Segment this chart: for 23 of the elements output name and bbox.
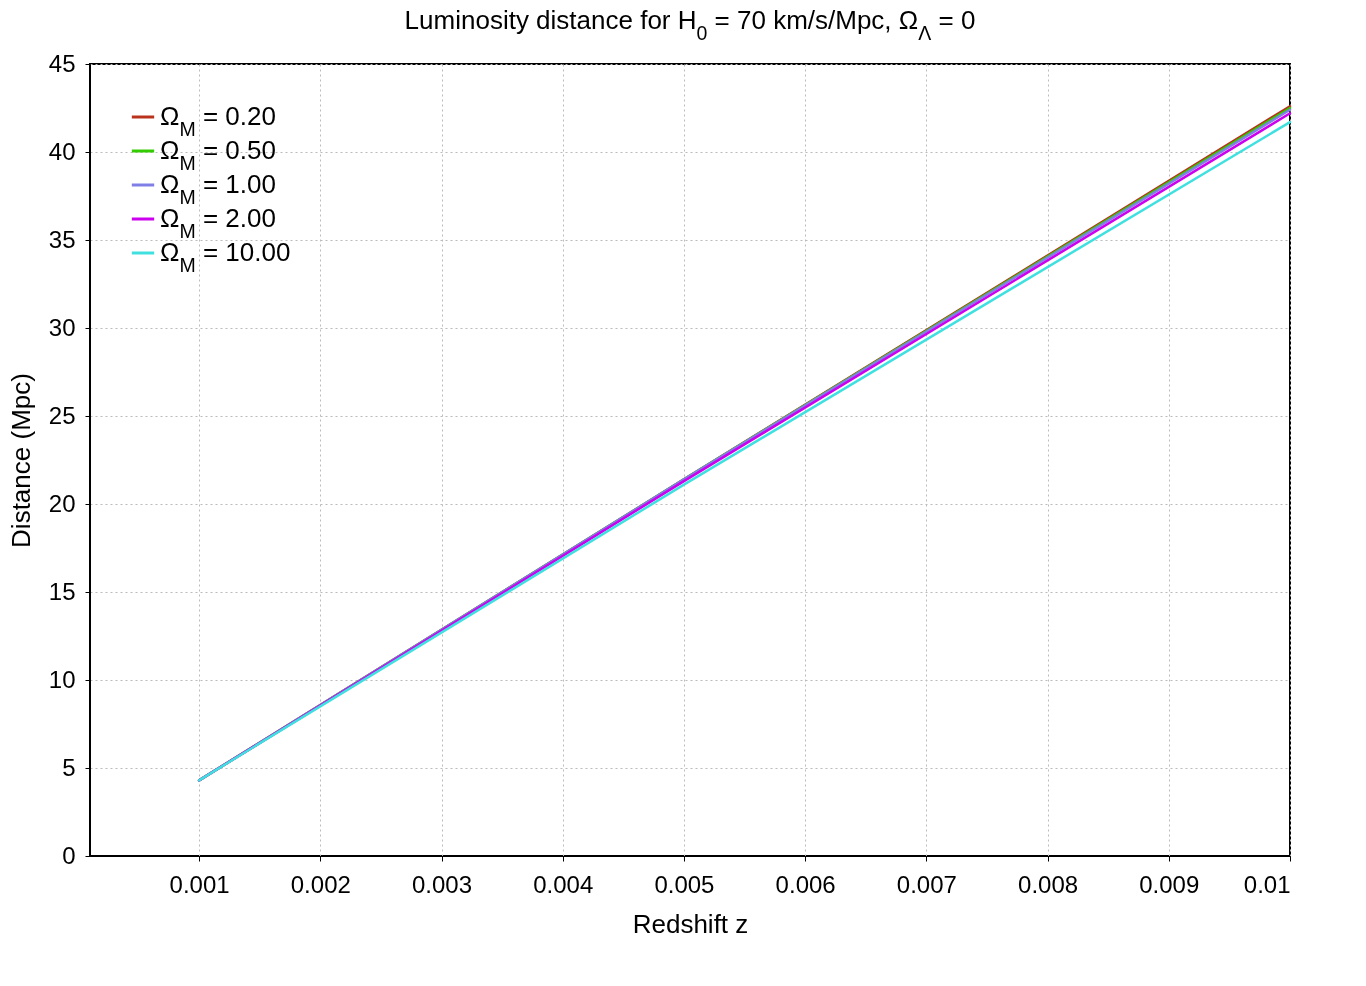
y-tick-label: 20 <box>48 489 76 517</box>
y-tick-label: 30 <box>48 313 76 341</box>
y-tick-label: 40 <box>48 137 76 165</box>
y-tick-label: 10 <box>48 665 76 693</box>
x-tick-label: 0.001 <box>169 870 230 898</box>
x-tick-label: 0.003 <box>411 870 473 898</box>
x-tick-label: 0.007 <box>896 870 957 898</box>
chart-title: Luminosity distance for H$_{0}$ = 70 km/s/Mpc, Ω$_{Λ}$ = 0 <box>404 5 976 44</box>
y-tick-label: 25 <box>48 401 76 429</box>
y-tick-label: 5 <box>62 753 76 781</box>
x-tick-label: 0.002 <box>290 870 351 898</box>
x-tick-label: 0.008 <box>1018 870 1079 898</box>
x-tick-label: 0.009 <box>1139 870 1200 898</box>
x-axis-title: Redshift z <box>632 908 749 939</box>
y-axis-title: Distance (Mpc) <box>5 373 36 548</box>
y-tick-label: 0 <box>62 841 76 869</box>
y-tick-label: 45 <box>48 49 76 77</box>
y-tick-label: 35 <box>48 225 76 253</box>
x-tick-label: 0.006 <box>775 870 836 898</box>
x-tick-label: 0.005 <box>654 870 715 898</box>
x-tick-label: 0.01 <box>1243 870 1291 898</box>
x-tick-label: 0.004 <box>533 870 594 898</box>
y-tick-label: 15 <box>48 577 76 605</box>
